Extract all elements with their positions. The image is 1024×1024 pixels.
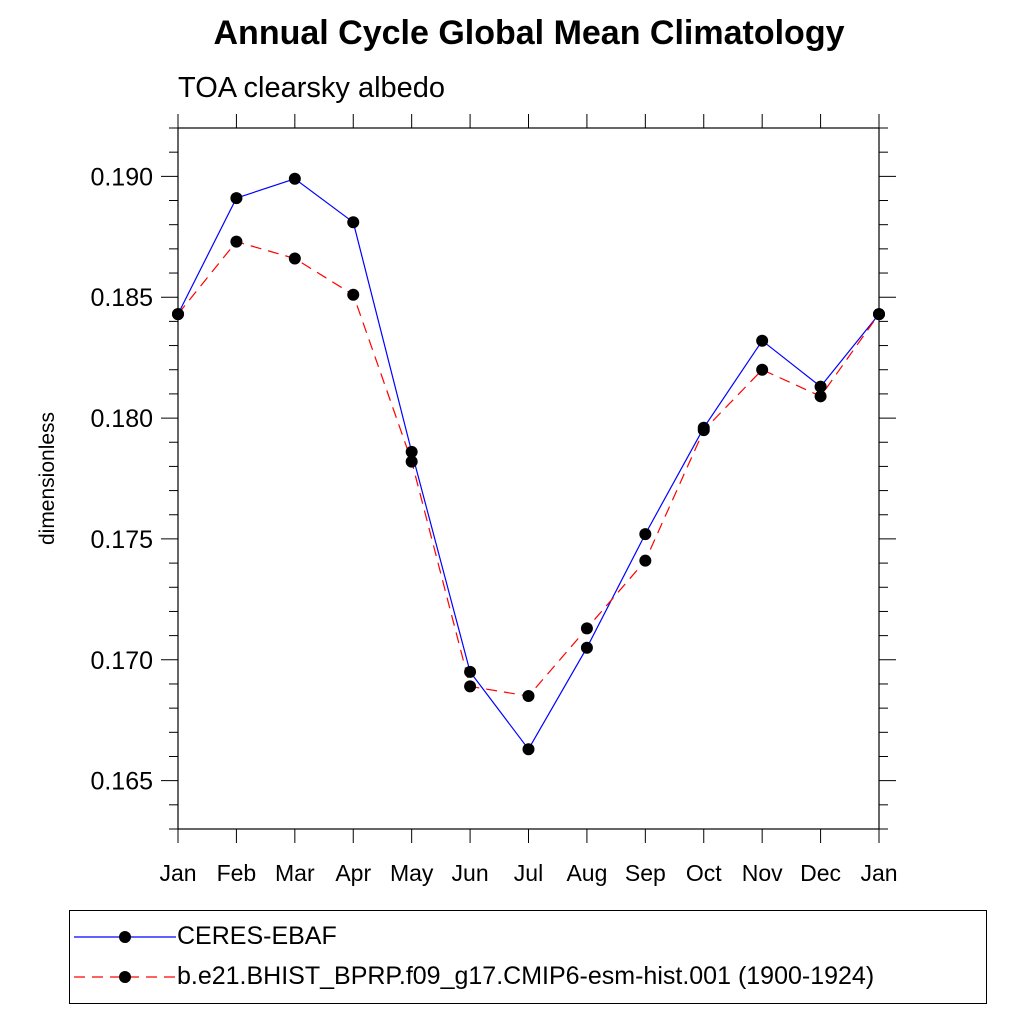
legend-swatch-model	[74, 971, 176, 983]
legend-item-model: b.e21.BHIST_BPRP.f09_g17.CMIP6-esm-hist.…	[70, 957, 986, 997]
series-0-point	[639, 528, 652, 541]
series-0-point	[464, 665, 477, 678]
series-line-0	[177, 178, 880, 751]
series-1-point	[172, 308, 184, 321]
legend-swatch-ceres	[74, 931, 176, 943]
series-0-point	[756, 334, 769, 347]
series-0-point	[522, 743, 535, 756]
x-tick-label: Sep	[625, 860, 666, 886]
x-tick-label: Nov	[742, 860, 783, 886]
line-chart: 0.165 0.170 0.175 0.180 0.185 0.190 Jan Feb Mar A…	[36, 114, 898, 886]
series-0-point	[814, 380, 827, 393]
y-tick-label: 0.185	[90, 284, 153, 312]
series-1-point	[814, 390, 827, 403]
chart-subtitle: TOA clearsky albedo	[178, 72, 446, 104]
series-1-point	[230, 235, 243, 248]
series-0-point	[405, 445, 418, 458]
y-tick-label: 0.180	[90, 405, 153, 433]
series-1-point	[580, 622, 593, 635]
series-1-point	[288, 252, 301, 265]
y-tick-label: 0.170	[90, 647, 153, 675]
legend: CERES-EBAF b.e21.BHIST_BPRP.f09_g17.CMIP…	[69, 910, 987, 1004]
series-1-point	[873, 308, 885, 321]
x-tick-label: Oct	[686, 860, 722, 886]
x-tick-label: Dec	[800, 860, 841, 886]
series-1-point	[639, 554, 652, 567]
series-1-point	[522, 690, 535, 703]
series-0-point	[288, 172, 301, 185]
x-tick-label: May	[390, 860, 434, 886]
x-tick-label: Mar	[275, 860, 315, 886]
series-0-point	[347, 216, 360, 229]
series-1-point	[464, 680, 477, 693]
x-tick-label: Aug	[566, 860, 607, 886]
x-tick-label: Apr	[335, 860, 371, 886]
legend-label-model: b.e21.BHIST_BPRP.f09_g17.CMIP6-esm-hist.…	[177, 962, 875, 990]
series-1-point	[756, 363, 769, 376]
series-1-point	[347, 288, 360, 301]
series-0-point	[580, 641, 593, 654]
y-axis-label: dimensionless	[36, 412, 59, 545]
series-line-1	[177, 240, 880, 697]
y-tick-label: 0.175	[90, 526, 153, 554]
series-1-point	[405, 455, 418, 468]
y-tick-label: 0.165	[90, 768, 153, 796]
x-tick-label: Jun	[452, 860, 489, 886]
series-1-point	[697, 424, 710, 437]
plot-frame	[177, 127, 880, 830]
x-tick-label: Jan	[159, 860, 196, 886]
legend-label-ceres: CERES-EBAF	[177, 922, 337, 950]
chart-title: Annual Cycle Global Mean Climatology	[213, 14, 845, 52]
y-tick-label: 0.190	[90, 163, 153, 191]
x-tick-label: Jan	[860, 860, 897, 886]
x-tick-label: Feb	[217, 860, 257, 886]
series-0-point	[230, 192, 243, 205]
legend-item-ceres: CERES-EBAF	[70, 917, 986, 957]
x-tick-label: Jul	[514, 860, 543, 886]
